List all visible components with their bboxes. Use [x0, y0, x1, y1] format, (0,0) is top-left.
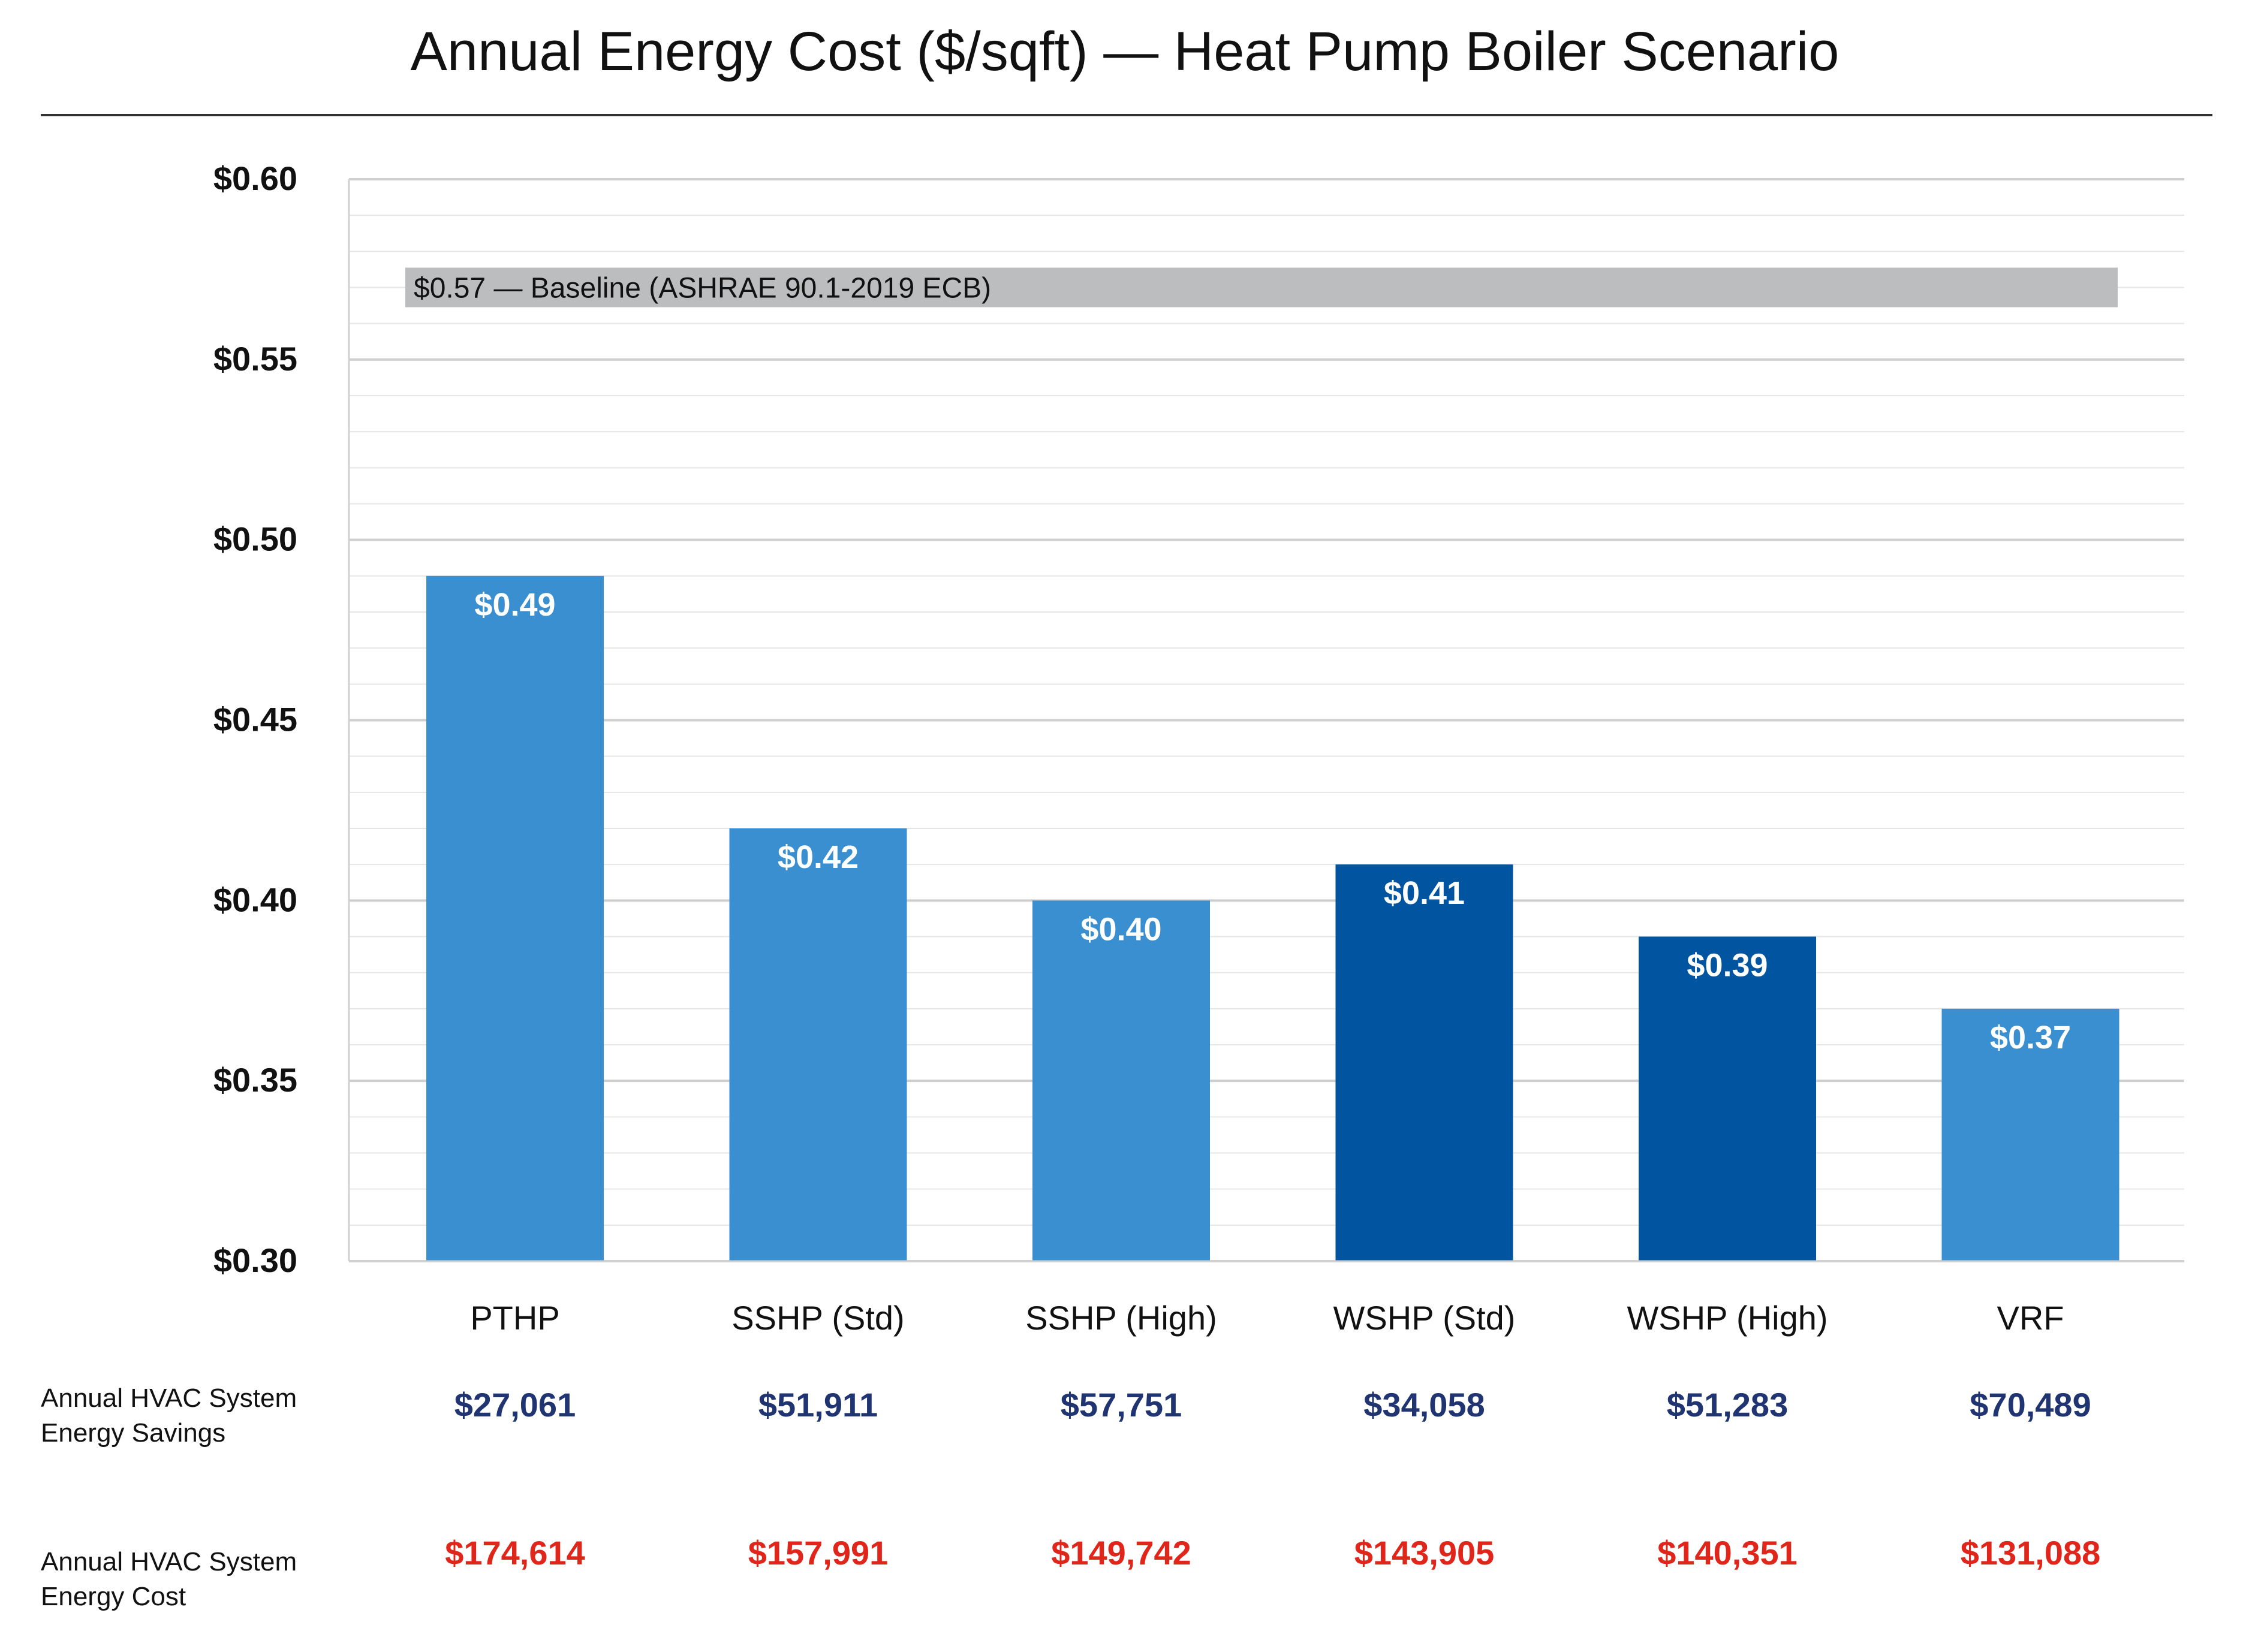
y-tick-label: $0.60: [213, 159, 297, 197]
table-cell: $140,351: [1657, 1534, 1798, 1572]
table-cell: $27,061: [454, 1386, 576, 1424]
y-tick-label: $0.35: [213, 1061, 297, 1099]
x-tick-label: WSHP (Std): [1333, 1299, 1516, 1337]
table-cell: $51,283: [1667, 1386, 1788, 1424]
table-row-label: Annual HVAC System: [41, 1383, 297, 1413]
table-cell: $34,058: [1363, 1386, 1485, 1424]
table-row-label: Energy Savings: [41, 1418, 225, 1448]
table-cell: $51,911: [758, 1386, 878, 1424]
axis-layer: $0.30 $0.35 $0.40 $0.45 $0.50 $0.55 $0.60 PTHP S…: [213, 159, 2184, 1337]
x-tick-label: SSHP (Std): [731, 1299, 904, 1337]
bar: [1639, 936, 1816, 1261]
table-cell: $143,905: [1354, 1534, 1495, 1572]
table-row-label: Annual HVAC System: [41, 1547, 297, 1576]
x-tick-label: PTHP: [470, 1299, 559, 1337]
x-tick-label: SSHP (High): [1025, 1299, 1217, 1337]
table-row-label: Energy Cost: [41, 1582, 186, 1611]
bar-value-label: $0.37: [1990, 1020, 2071, 1056]
bar-value-label: $0.39: [1687, 948, 1768, 984]
y-tick-label: $0.40: [213, 881, 297, 918]
bar: [1335, 864, 1513, 1261]
chart-title: Annual Energy Cost ($/sqft) — Heat Pump …: [411, 21, 1839, 82]
table-cell: $174,614: [445, 1534, 585, 1572]
bar-value-label: $0.40: [1080, 911, 1161, 947]
grid-layer: [349, 178, 2184, 1262]
table-cell: $57,751: [1061, 1386, 1182, 1424]
table-cell: $157,991: [748, 1534, 889, 1572]
bar-value-label: $0.42: [778, 839, 859, 875]
table-cell: $149,742: [1051, 1534, 1191, 1572]
x-tick-label: WSHP (High): [1627, 1299, 1827, 1337]
y-tick-label: $0.55: [213, 340, 297, 378]
y-tick-label: $0.30: [213, 1241, 297, 1279]
bar: [1941, 1008, 2119, 1261]
table-layer: Annual HVAC System Energy Savings $27,061 $…: [41, 1383, 2100, 1611]
bar: [729, 828, 907, 1261]
x-tick-label: VRF: [1997, 1299, 2064, 1337]
table-cell: $131,088: [1961, 1534, 2101, 1572]
bar-value-label: $0.49: [474, 587, 555, 623]
baseline-band: [405, 267, 2118, 308]
bar: [426, 575, 604, 1262]
y-tick-label: $0.50: [213, 520, 297, 558]
bar-layer: $0.49 $0.42 $0.40 $0.41 $0.39 $0.37: [426, 575, 2119, 1262]
bar: [1032, 900, 1210, 1261]
y-tick-label: $0.45: [213, 701, 297, 738]
baseline-layer: $0.57 — Baseline (ASHRAE 90.1-2019 ECB): [405, 267, 2118, 308]
baseline-label: $0.57 — Baseline (ASHRAE 90.1-2019 ECB): [414, 273, 991, 305]
table-cell: $70,489: [1970, 1386, 2091, 1424]
bar-value-label: $0.41: [1384, 875, 1465, 911]
